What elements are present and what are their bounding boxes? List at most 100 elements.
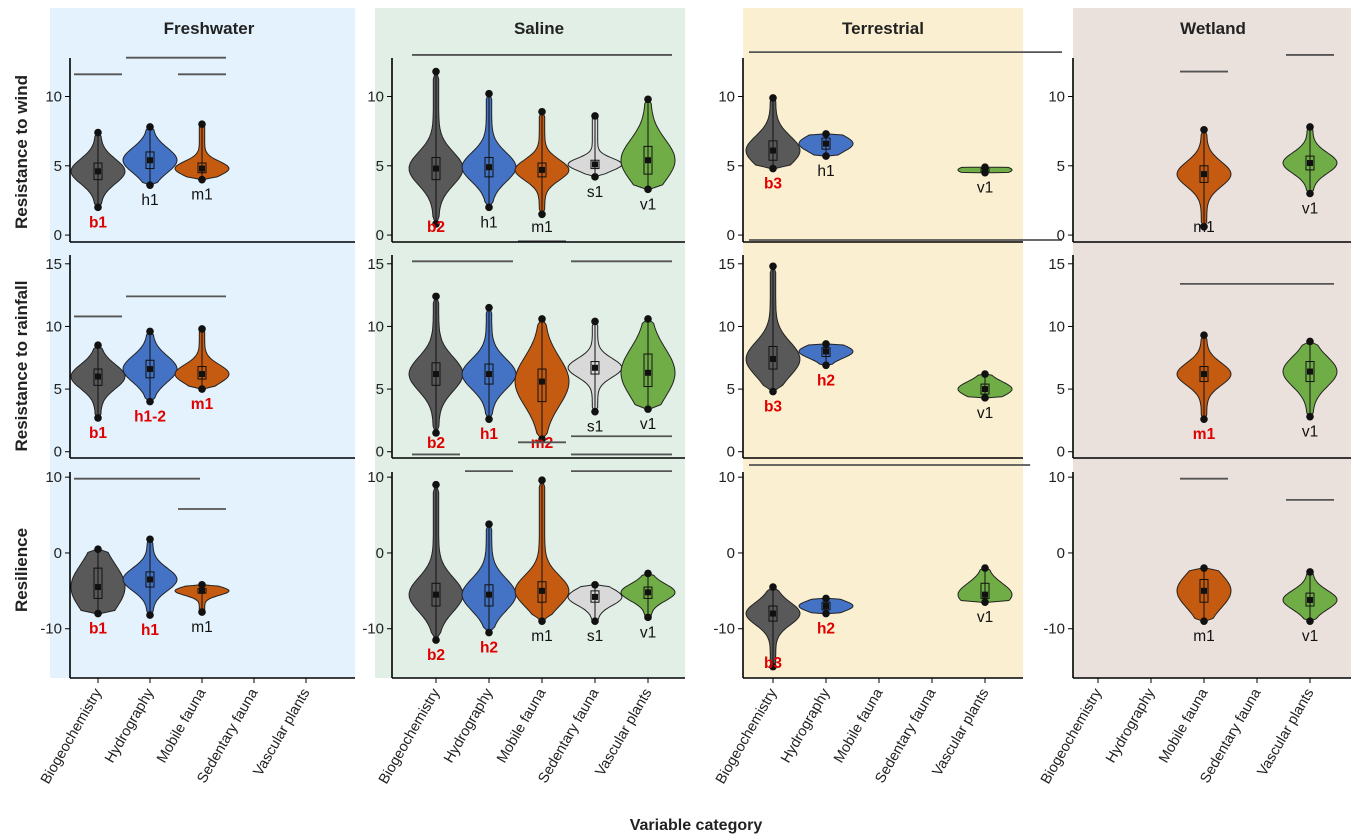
min-point (1306, 617, 1314, 625)
iqr-box (590, 159, 600, 170)
panel-freshwater-resistance-to-wind: b1 h1 m1 (70, 56, 230, 231)
iqr-box (537, 581, 547, 603)
category-label-mobile-fauna: Mobile fauna (154, 685, 210, 766)
group-label: m1 (1193, 426, 1216, 443)
min-point (432, 220, 440, 228)
y-tick-label: 0 (54, 227, 62, 244)
iqr-box (145, 571, 155, 588)
max-point (1200, 331, 1208, 340)
category-label-hydrography: Hydrography (1103, 685, 1159, 766)
max-point (485, 303, 493, 312)
min-point (146, 397, 154, 406)
iqr-box (484, 156, 494, 178)
y-tick-label: 5 (54, 158, 62, 175)
y-tick-label: 10 (1048, 469, 1065, 486)
facet-bg-wetland (1073, 8, 1351, 678)
category-label-vascular-plants: Vascular plants (251, 686, 314, 779)
axis-terrestrial-resistance-to-rainfall: 0 5 10 15 (718, 255, 1023, 461)
violin-hydrography: h1 (798, 130, 854, 180)
category-label-hydrography: Hydrography (778, 685, 834, 766)
median-marker (539, 378, 545, 385)
y-tick-label: 0 (727, 545, 735, 562)
max-point (198, 325, 206, 333)
y-tick-label: 10 (718, 318, 735, 335)
max-point (591, 112, 599, 120)
max-point (146, 327, 154, 336)
category-label-vascular-plants: Vascular plants (593, 686, 656, 779)
x-axis-label: Variable category (630, 817, 763, 834)
group-label: s1 (587, 419, 603, 436)
y-tick-label: 5 (1057, 381, 1065, 398)
violin-vascular-plants: v1 (620, 569, 676, 641)
max-point (981, 163, 989, 171)
axis-terrestrial-resilience: -10 0 10 (713, 469, 1023, 679)
min-point (146, 181, 154, 189)
min-point (644, 185, 652, 194)
violin-hydrography: h1-2 (122, 327, 178, 426)
facet-title-wetland: Wetland (1180, 19, 1246, 38)
min-point (432, 636, 440, 644)
min-point (538, 617, 546, 625)
min-point (644, 405, 652, 413)
group-label: s1 (587, 184, 603, 201)
median-marker (486, 591, 492, 598)
group-label: m1 (191, 396, 214, 413)
iqr-box (1199, 165, 1209, 183)
row-label-resilience: Resilience (12, 528, 31, 612)
median-marker (645, 369, 651, 376)
iqr-box (821, 137, 831, 150)
iqr-box (643, 353, 653, 388)
median-marker (147, 366, 153, 373)
min-point (769, 387, 777, 396)
iqr-box (145, 359, 155, 379)
iqr-box (484, 363, 494, 385)
iqr-box (590, 361, 600, 375)
group-label: b1 (89, 214, 107, 231)
y-tick-label: 15 (1048, 256, 1065, 273)
group-label: b2 (427, 219, 445, 236)
max-point (644, 569, 652, 578)
max-point (94, 128, 102, 137)
violin-mobile-fauna: m1 (1176, 125, 1232, 236)
max-point (94, 341, 102, 350)
median-marker (823, 603, 829, 609)
row-labels: Resistance to wind Resistance to rainfal… (12, 75, 31, 612)
y-tick-label: 0 (1057, 545, 1065, 562)
group-label: v1 (977, 609, 993, 626)
panels: b1 h1 m1 b2 h1 m1 s1 v1 b3 h1 v1 m1 v1 b1 h1-2 m1 b2 h1 m2… (70, 51, 1338, 672)
violin-mobile-fauna: m1 (174, 580, 230, 636)
group-label: m1 (531, 628, 553, 645)
y-tick-label: 0 (54, 444, 62, 461)
max-point (822, 594, 830, 603)
median-marker (1307, 596, 1313, 603)
violin-biogeochemistry: b3 (745, 583, 801, 672)
group-label: b1 (89, 621, 107, 638)
group-label: v1 (977, 405, 993, 422)
min-point (1200, 222, 1208, 231)
max-point (1200, 564, 1208, 572)
max-point (146, 123, 154, 131)
group-label: h2 (817, 621, 835, 638)
min-point (1306, 189, 1314, 198)
iqr-box (1305, 155, 1315, 171)
group-label: m2 (531, 435, 553, 452)
axis-saline-resistance-to-rainfall: 0 5 10 15 (367, 255, 685, 461)
max-point (769, 262, 777, 271)
iqr-box (1199, 366, 1209, 383)
max-point (538, 476, 546, 484)
median-marker (1307, 368, 1313, 375)
group-label: h1-2 (134, 409, 166, 426)
violin-vascular-plants: v1 (620, 95, 676, 213)
median-marker (539, 166, 545, 173)
panel-saline-resistance-to-rainfall: b2 h1 m2 s1 v1 (408, 240, 676, 452)
min-point (822, 152, 830, 160)
violin-sedentary-fauna: s1 (567, 112, 623, 201)
group-label: v1 (1302, 424, 1318, 441)
category-label-hydrography: Hydrography (441, 685, 497, 766)
iqr-box (643, 145, 653, 175)
iqr-box (768, 345, 778, 370)
median-marker (982, 591, 988, 598)
violin-hydrography: h1 (461, 303, 517, 443)
median-marker (486, 371, 492, 378)
group-label: b3 (764, 176, 782, 193)
